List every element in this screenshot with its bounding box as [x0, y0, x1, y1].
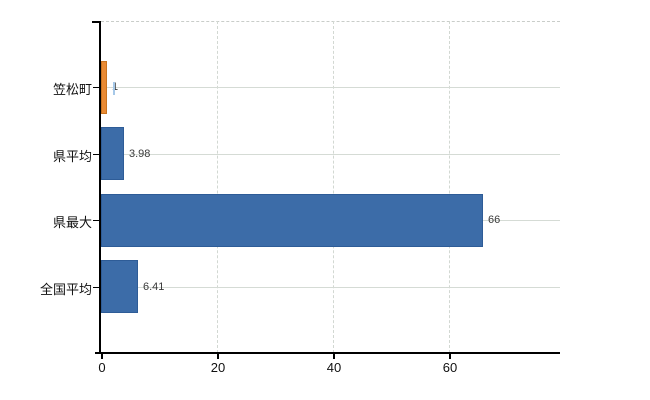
bar	[101, 194, 483, 247]
gridline-horizontal	[101, 87, 560, 88]
category-label: 全国平均	[39, 282, 92, 297]
x-axis-tick	[333, 354, 335, 359]
x-axis-tick	[449, 354, 451, 359]
bar-value-label: 1	[112, 81, 119, 93]
category-label: 県平均	[52, 149, 92, 164]
category-tick	[93, 154, 99, 155]
category-tick	[93, 87, 99, 88]
x-axis-tick-label: 60	[442, 360, 458, 375]
bar	[101, 61, 107, 114]
gridline-horizontal	[101, 287, 560, 288]
gridline-vertical	[217, 21, 218, 353]
bar-value-label: 66	[488, 214, 501, 226]
x-axis-tick-label: 20	[210, 360, 226, 375]
cursor-mark	[113, 82, 115, 95]
y-axis-line	[99, 21, 101, 353]
category-tick	[93, 220, 99, 221]
bar	[101, 127, 124, 180]
plot-area	[101, 21, 560, 353]
x-axis-tick-label: 0	[98, 360, 106, 375]
gridline-vertical	[333, 21, 334, 353]
gridline-horizontal	[101, 154, 560, 155]
x-axis-tick	[217, 354, 219, 359]
category-tick	[93, 287, 99, 288]
x-axis-tick-label: 40	[326, 360, 342, 375]
bar-value-label: 3.98	[129, 148, 151, 160]
bar	[101, 260, 138, 313]
bar-value-label: 6.41	[143, 281, 165, 293]
x-axis-line	[95, 352, 560, 354]
gridline-vertical	[449, 21, 450, 353]
category-label: 笠松町	[52, 82, 92, 97]
y-axis-top-tick	[92, 21, 101, 23]
category-label: 県最大	[52, 215, 92, 230]
x-axis-tick	[101, 354, 103, 359]
